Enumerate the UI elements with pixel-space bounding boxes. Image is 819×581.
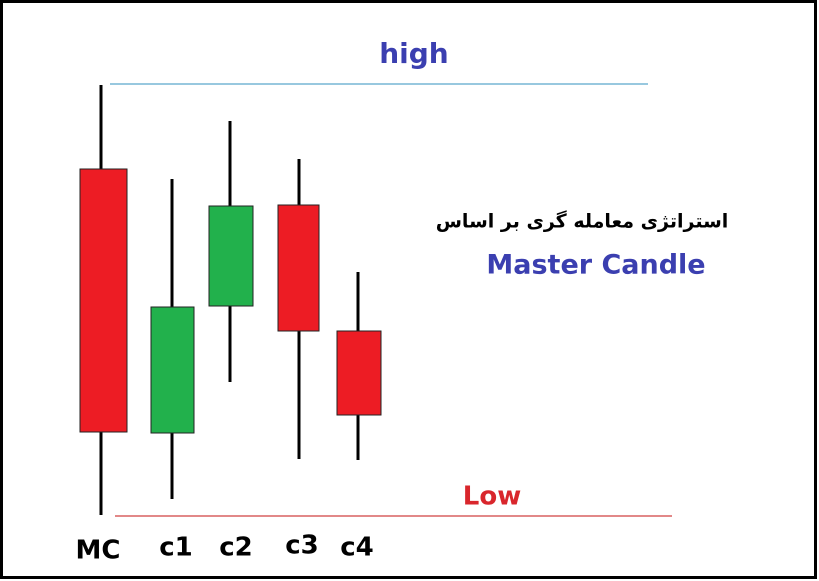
candle-label: c3 [285,531,319,561]
candle-label: MC [76,536,121,566]
candle-body [336,330,382,416]
persian-caption: استراتژی معامله گری بر اساس [436,210,729,233]
candle-c4 [336,272,382,460]
high-label: high [379,37,449,70]
candle-c2 [208,121,254,382]
candle-c3 [277,159,320,459]
candle-mc [79,85,128,515]
candle-label: c2 [219,533,253,563]
candle-body [79,168,128,433]
english-caption: Master Candle [486,250,705,281]
candle-body [150,306,195,434]
candle-label: c1 [159,533,193,563]
candle-label: c4 [340,533,374,563]
candle-body [277,204,320,332]
low-label: Low [463,482,521,512]
candle-c1 [150,179,195,499]
candle-body [208,205,254,307]
